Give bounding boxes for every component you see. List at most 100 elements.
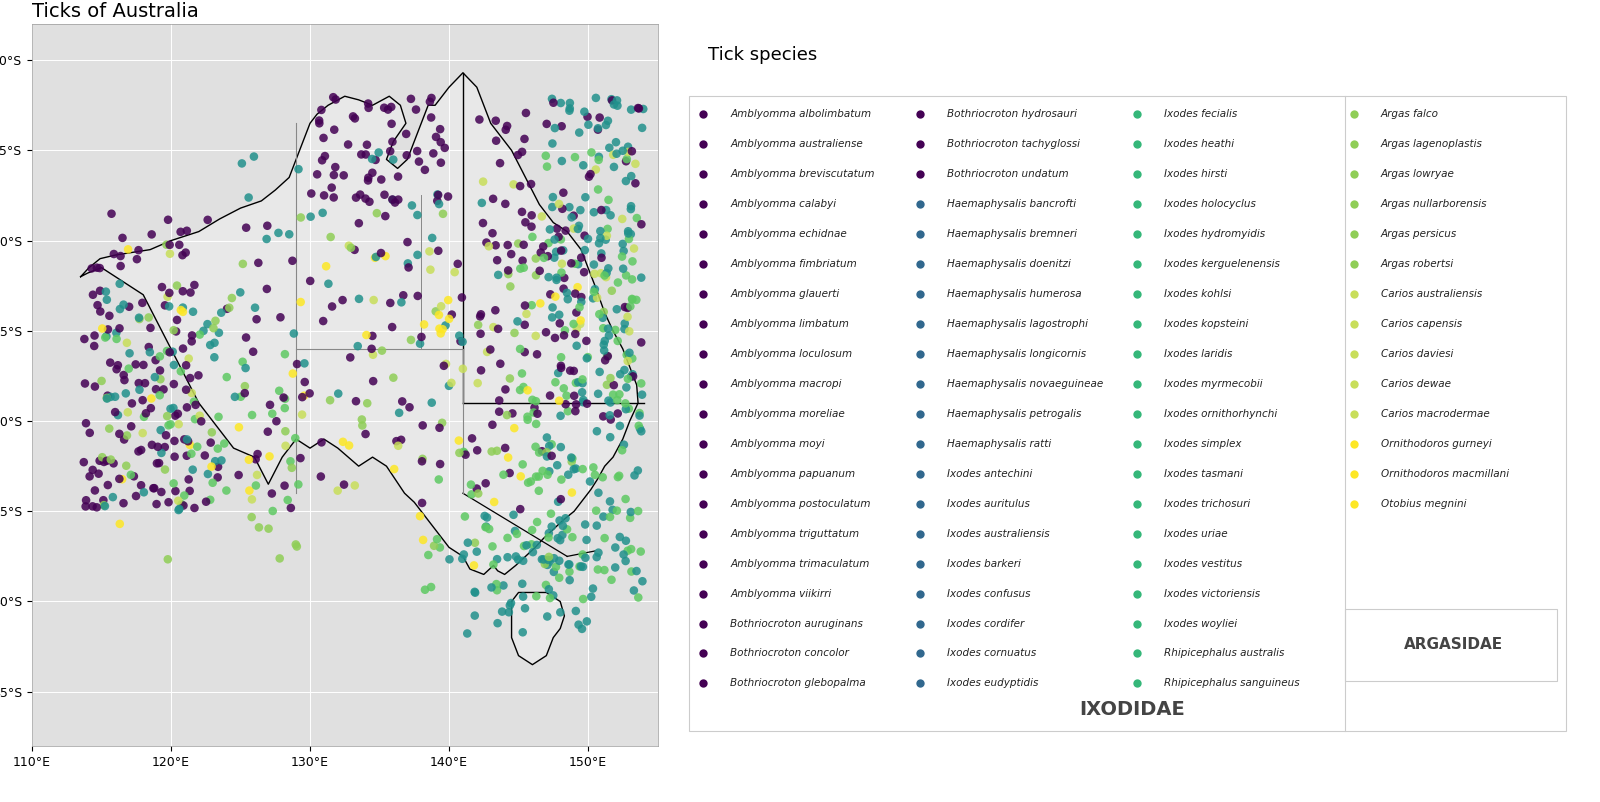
Point [144,498,170,511]
Point [549,473,574,486]
Point [523,395,549,407]
Point [430,323,456,336]
Point [101,248,126,261]
Point [576,119,602,132]
Point [99,208,125,221]
Point [216,302,242,314]
Point [126,377,152,390]
Point [147,373,173,386]
Text: Carios macrodermae: Carios macrodermae [1381,409,1490,419]
Point [626,102,651,115]
Point [514,107,539,119]
Point [254,233,280,245]
Point [336,439,362,452]
Point [147,389,173,402]
Point [494,409,520,422]
Point [568,204,594,217]
Point [166,503,192,516]
Point [547,395,573,407]
Point [499,248,525,261]
Point [619,368,645,381]
Point [147,423,173,436]
Point [91,456,117,468]
Point [595,350,621,363]
Text: Ixodes antechini: Ixodes antechini [947,468,1032,479]
Point [395,261,421,273]
Point [310,132,336,144]
Point [427,322,453,335]
Point [173,383,198,396]
Point [552,324,578,337]
Point [462,585,488,598]
Point [158,403,184,415]
Point [266,226,291,239]
Text: Ixodes woyliei: Ixodes woyliei [1163,618,1237,629]
Point [149,447,174,460]
Point [286,163,312,176]
Point [525,516,550,529]
Text: Haemaphysalis humerosa: Haemaphysalis humerosa [947,289,1082,299]
Point [418,263,443,276]
Text: Ixodes ornithorhynchi: Ixodes ornithorhynchi [1163,409,1277,419]
Point [310,314,336,327]
Point [150,383,176,396]
Point [155,290,181,303]
Text: Ixodes uriae: Ixodes uriae [1163,529,1227,539]
Point [622,469,648,482]
Point [229,157,254,170]
Point [571,265,597,278]
Point [558,452,584,464]
Point [413,164,438,176]
Point [526,446,552,459]
Point [384,435,410,448]
Point [562,257,587,270]
Point [123,489,149,502]
Point [491,468,517,481]
Point [91,494,117,507]
Point [322,168,347,181]
Point [507,342,533,355]
Point [531,240,557,253]
Point [198,436,224,449]
Point [565,281,590,294]
Point [195,213,221,226]
Point [563,405,589,418]
Text: Ixodes trichosuri: Ixodes trichosuri [1163,499,1250,508]
Point [493,442,518,455]
Point [490,606,515,618]
Point [573,518,598,531]
Point [565,322,590,335]
Point [363,250,389,263]
Point [571,105,597,118]
Point [427,541,453,554]
Point [586,153,611,166]
Point [166,418,192,431]
Point [480,540,506,553]
Point [86,455,112,468]
Point [222,391,248,403]
Point [322,124,347,136]
Point [512,318,538,331]
Point [267,552,293,565]
Point [126,244,152,257]
Point [91,499,117,512]
Point [419,396,445,409]
Text: Argas robertsi: Argas robertsi [1381,259,1454,269]
Point [178,286,203,299]
Point [349,419,374,432]
Point [626,591,651,604]
Point [245,468,270,481]
Point [605,394,630,407]
Point [112,433,138,446]
Point [205,442,230,455]
Point [595,322,621,335]
Point [542,290,568,303]
Point [238,493,264,506]
Text: Amblyomma fimbriatum: Amblyomma fimbriatum [730,259,858,269]
Point [518,475,544,488]
Point [485,584,510,597]
Point [594,271,619,284]
Point [232,387,258,399]
Point [98,453,123,466]
Point [115,406,141,419]
